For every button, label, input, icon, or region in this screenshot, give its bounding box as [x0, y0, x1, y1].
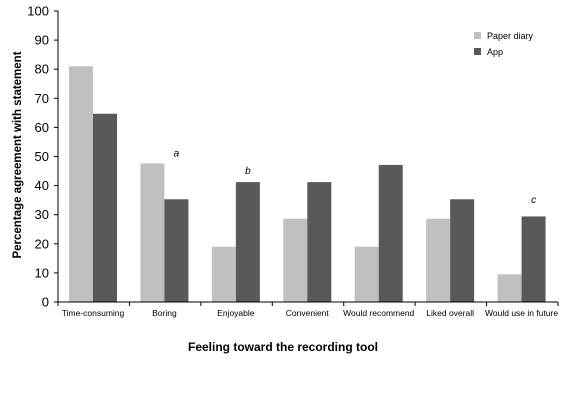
- y-axis-title: Percentage agreement with statement: [12, 51, 24, 258]
- x-tick-label: Convenient: [286, 308, 330, 318]
- y-tick-label: 90: [35, 33, 49, 48]
- legend: Paper diary App: [474, 31, 534, 57]
- bar-app-6: [521, 216, 546, 302]
- y-tick-label: 10: [35, 265, 49, 280]
- x-axis-title: Feeling toward the recording tool: [188, 340, 378, 354]
- legend-swatch: [474, 32, 481, 39]
- y-tick-label: 0: [42, 295, 49, 310]
- y-tick-label: 30: [35, 207, 49, 222]
- legend-swatch: [474, 48, 481, 55]
- bar-app-1: [164, 199, 189, 302]
- legend-label: App: [487, 47, 503, 57]
- y-tick-label: 50: [35, 149, 49, 164]
- bar-app-0: [93, 113, 117, 303]
- bars: [69, 66, 546, 303]
- bar-paper-diary-0: [69, 66, 93, 302]
- annotation-c: c: [531, 195, 536, 206]
- legend-label: Paper diary: [487, 31, 534, 41]
- axes: [57, 11, 559, 306]
- y-tick-label: 100: [27, 4, 49, 19]
- y-tick-label: 70: [35, 91, 49, 106]
- annotation-a: a: [174, 149, 180, 160]
- bar-app-2: [235, 182, 260, 302]
- bar-paper-diary-4: [354, 246, 379, 302]
- annotations: a b c: [174, 149, 536, 207]
- y-tick-label: 20: [35, 236, 49, 251]
- x-tick-label: Liked overall: [426, 308, 474, 318]
- x-tick-label: Time-consuming: [62, 308, 125, 318]
- bar-app-5: [450, 199, 475, 302]
- bar-app-4: [378, 164, 403, 302]
- x-tick-label: Enjoyable: [217, 308, 255, 318]
- y-axis-ticks: 0 10 20 30 40 50 60 70 80 90 100: [27, 4, 58, 310]
- y-tick-label: 40: [35, 178, 49, 193]
- y-tick-label: 80: [35, 62, 49, 77]
- bar-paper-diary-3: [283, 218, 308, 302]
- y-tick-label: 60: [35, 120, 49, 135]
- bar-paper-diary-2: [211, 246, 236, 302]
- bar-paper-diary-1: [140, 163, 165, 302]
- bar-paper-diary-6: [497, 274, 522, 302]
- bar-paper-diary-5: [426, 218, 451, 302]
- x-axis-category-labels: Time-consuming Boring Enjoyable Convenient W…: [62, 308, 559, 318]
- bar-app-3: [307, 182, 332, 302]
- x-tick-label: Would recommend: [343, 308, 414, 318]
- x-tick-label: Boring: [152, 308, 177, 318]
- annotation-b: b: [245, 166, 251, 177]
- x-tick-label: Would use in future: [485, 308, 558, 318]
